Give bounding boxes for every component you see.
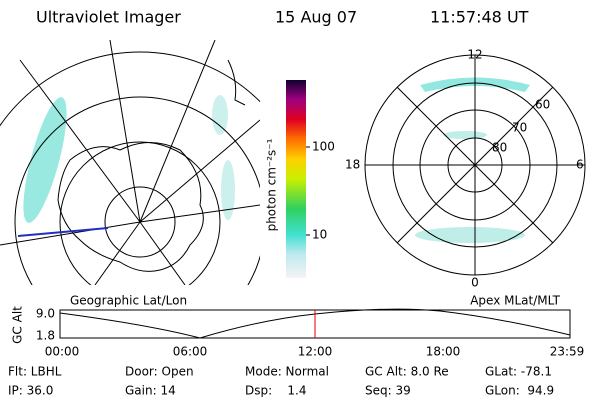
aurora bbox=[23, 97, 67, 223]
status-field: Mode: Normal bbox=[245, 365, 329, 379]
x-tick-label: 18:00 bbox=[426, 345, 461, 359]
latitude-circle bbox=[0, 51, 260, 127]
mlt-label: 0 bbox=[471, 276, 479, 290]
aurora bbox=[415, 227, 525, 243]
y-tick-label: 1.8 bbox=[36, 329, 55, 343]
colorbar-tick-label: 100 bbox=[312, 140, 335, 154]
latitude-circle bbox=[14, 96, 260, 285]
status-panel: Flt: LBHL Door: Open Mode: Normal GC Alt: 8… bbox=[8, 365, 554, 398]
meridians bbox=[0, 40, 260, 285]
ring-label: 70 bbox=[512, 121, 527, 135]
aurora bbox=[212, 95, 228, 135]
x-tick-label: 06:00 bbox=[173, 345, 208, 359]
colorbar-tick-label: 10 bbox=[312, 228, 327, 242]
status-field: IP: 36.0 bbox=[8, 384, 53, 398]
mlt-label: 12 bbox=[467, 48, 482, 62]
ring-label: 60 bbox=[535, 98, 550, 112]
y-axis-label: GC Alt bbox=[11, 306, 25, 344]
plot-title: Geographic Lat/Lon bbox=[70, 294, 187, 308]
mlt-label: 6 bbox=[576, 158, 584, 172]
status-field: Dsp: 1.4 bbox=[245, 384, 307, 398]
y-tick-label: 9.0 bbox=[36, 307, 55, 321]
plot-title: Apex MLat/MLT bbox=[470, 294, 560, 308]
coastline bbox=[227, 59, 246, 106]
ring-label: 80 bbox=[492, 141, 507, 155]
title: Ultraviolet Imager bbox=[36, 8, 181, 27]
status-field: Flt: LBHL bbox=[8, 365, 62, 379]
latitude-circle bbox=[104, 186, 176, 258]
status-field: GLon: 94.9 bbox=[485, 384, 554, 398]
date: 15 Aug 07 bbox=[275, 8, 357, 27]
colorbar bbox=[286, 80, 306, 278]
polar-spokes bbox=[365, 55, 585, 275]
track bbox=[17, 227, 109, 237]
geographic-map bbox=[0, 40, 260, 285]
status-field: GLat: -78.1 bbox=[485, 365, 552, 379]
status-field: Gain: 14 bbox=[125, 384, 176, 398]
mlt-label: 18 bbox=[345, 158, 360, 172]
polar-plot: 12 0 18 6 60 70 80 bbox=[345, 48, 586, 290]
status-field: Door: Open bbox=[125, 365, 194, 379]
aurora bbox=[443, 131, 487, 139]
x-tick-label: 12:00 bbox=[298, 345, 333, 359]
time: 11:57:48 UT bbox=[430, 8, 529, 27]
colorbar-label: photon cm⁻²s⁻¹ bbox=[265, 138, 279, 231]
aurora bbox=[221, 160, 235, 220]
x-tick-label: 23:59 bbox=[550, 345, 585, 359]
latitude-circle bbox=[59, 141, 221, 285]
x-tick-label: 00:00 bbox=[45, 345, 80, 359]
coastline bbox=[57, 142, 204, 272]
status-field: Seq: 39 bbox=[365, 384, 411, 398]
status-field: GC Alt: 8.0 Re bbox=[365, 365, 449, 379]
